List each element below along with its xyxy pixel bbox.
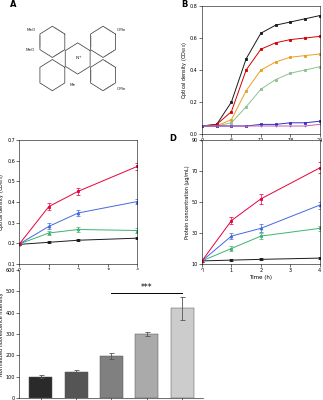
Text: A: A bbox=[10, 0, 16, 9]
Bar bbox=[171, 308, 194, 398]
Text: MeO: MeO bbox=[26, 48, 35, 52]
Text: OMe: OMe bbox=[117, 28, 127, 32]
Bar bbox=[29, 377, 52, 398]
Text: MeO: MeO bbox=[26, 28, 36, 32]
Bar bbox=[65, 372, 88, 398]
Text: B: B bbox=[181, 0, 187, 9]
Y-axis label: Normalized fluorescence intensity: Normalized fluorescence intensity bbox=[0, 292, 5, 376]
Text: Me: Me bbox=[69, 83, 75, 87]
Bar bbox=[100, 356, 123, 398]
Text: OMe: OMe bbox=[117, 87, 127, 91]
Text: ***: *** bbox=[141, 283, 153, 292]
Bar bbox=[135, 334, 158, 398]
Y-axis label: Optical density (OD$_{600}$): Optical density (OD$_{600}$) bbox=[180, 41, 189, 99]
Y-axis label: Protein concentration (μg/mL): Protein concentration (μg/mL) bbox=[185, 165, 190, 239]
X-axis label: Time (h): Time (h) bbox=[249, 274, 272, 280]
X-axis label: Time (h): Time (h) bbox=[249, 144, 272, 150]
Text: D: D bbox=[169, 134, 176, 143]
X-axis label: Time (h): Time (h) bbox=[67, 274, 90, 280]
Text: N$^+$: N$^+$ bbox=[75, 54, 83, 62]
Y-axis label: Optical density (OD$_{600}$): Optical density (OD$_{600}$) bbox=[0, 173, 6, 231]
